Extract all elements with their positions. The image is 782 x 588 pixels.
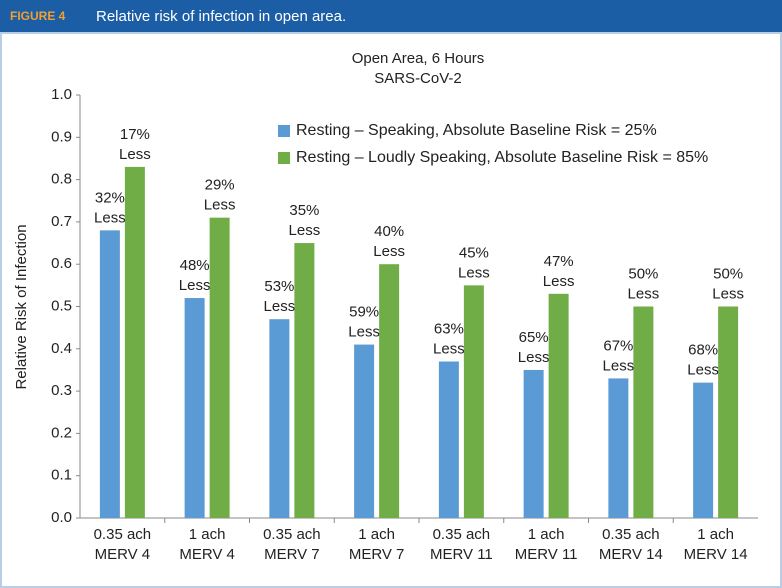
legend-swatch [278, 125, 290, 137]
x-tick-label: MERV 11 [430, 546, 493, 563]
x-tick-label: 0.35 ach [433, 526, 491, 543]
data-label: Less [204, 197, 236, 214]
data-label: 40% [374, 223, 404, 240]
data-label: 67% [603, 337, 633, 354]
chart-subtitle: SARS-CoV-2 [374, 70, 462, 87]
chart-title: Open Area, 6 Hours [352, 50, 485, 67]
data-label: Less [289, 222, 321, 239]
data-label: Less [628, 285, 660, 302]
bar [633, 306, 654, 518]
data-label: 53% [264, 278, 294, 295]
x-tick-label: MERV 14 [684, 546, 748, 563]
legend-label: Resting – Loudly Speaking, Absolute Base… [296, 149, 708, 166]
x-tick-label: 1 ach [358, 526, 395, 543]
y-tick-label: 0.6 [51, 255, 72, 272]
data-label: 17% [120, 126, 150, 143]
x-tick-label: 0.35 ach [602, 526, 660, 543]
data-label: 29% [205, 177, 235, 194]
y-tick-label: 0.9 [51, 128, 72, 145]
figure-caption: Relative risk of infection in open area. [96, 8, 346, 25]
y-tick-label: 0.2 [51, 424, 72, 441]
x-tick-label: 1 ach [189, 526, 226, 543]
y-tick-label: 0.4 [51, 340, 72, 357]
data-label: 50% [628, 265, 658, 282]
y-tick-label: 0.1 [51, 467, 72, 484]
data-label: Less [119, 146, 151, 163]
bar [184, 298, 205, 518]
header-bar [0, 0, 782, 33]
data-label: Less [687, 362, 719, 379]
figure-label: FIGURE 4 [10, 9, 66, 23]
x-tick-label: MERV 11 [515, 546, 578, 563]
x-tick-label: MERV 7 [349, 546, 405, 563]
bar [379, 264, 400, 518]
data-label: 45% [459, 244, 489, 261]
data-label: Less [543, 273, 575, 290]
bar [438, 361, 459, 518]
data-label: Less [94, 209, 126, 226]
data-label: 63% [434, 320, 464, 337]
bar [209, 217, 230, 519]
y-axis-label: Relative Risk of Infection [13, 224, 30, 389]
x-tick-label: 1 ach [528, 526, 565, 543]
data-label: 59% [349, 304, 379, 321]
data-label: 47% [544, 253, 574, 270]
data-label: Less [264, 298, 296, 315]
data-label: 48% [180, 257, 210, 274]
bar [548, 293, 569, 518]
y-tick-label: 0.3 [51, 382, 72, 399]
data-label: Less [179, 277, 211, 294]
bar [354, 344, 375, 518]
legend-label: Resting – Speaking, Absolute Baseline Ri… [296, 122, 657, 139]
y-tick-label: 0.7 [51, 213, 72, 230]
legend-swatch [278, 152, 290, 164]
y-tick-label: 1.0 [51, 86, 72, 103]
bar [693, 382, 714, 518]
data-label: Less [518, 349, 550, 366]
bar [523, 369, 544, 518]
bar [608, 378, 629, 518]
frame [0, 32, 782, 588]
bar [124, 166, 145, 518]
bar [269, 319, 290, 518]
data-label: Less [458, 264, 490, 281]
data-label: 50% [713, 265, 743, 282]
y-tick-label: 0.5 [51, 297, 72, 314]
bar [294, 243, 315, 519]
x-tick-label: MERV 7 [264, 546, 320, 563]
x-tick-label: MERV 4 [179, 546, 235, 563]
x-tick-label: MERV 4 [95, 546, 151, 563]
data-label: 35% [289, 202, 319, 219]
bar [463, 285, 484, 518]
x-tick-label: MERV 14 [599, 546, 663, 563]
data-label: Less [712, 285, 744, 302]
data-label: 68% [688, 342, 718, 359]
data-label: Less [603, 357, 635, 374]
data-label: Less [373, 243, 405, 260]
data-label: 65% [519, 329, 549, 346]
y-tick-label: 0.0 [51, 509, 72, 526]
data-label: 32% [95, 189, 125, 206]
data-label: Less [433, 340, 465, 357]
bar [99, 230, 120, 519]
x-tick-label: 1 ach [697, 526, 734, 543]
x-tick-label: 0.35 ach [263, 526, 321, 543]
y-tick-label: 0.8 [51, 171, 72, 188]
data-label: Less [348, 324, 380, 341]
x-tick-label: 0.35 ach [94, 526, 152, 543]
bar [718, 306, 739, 518]
